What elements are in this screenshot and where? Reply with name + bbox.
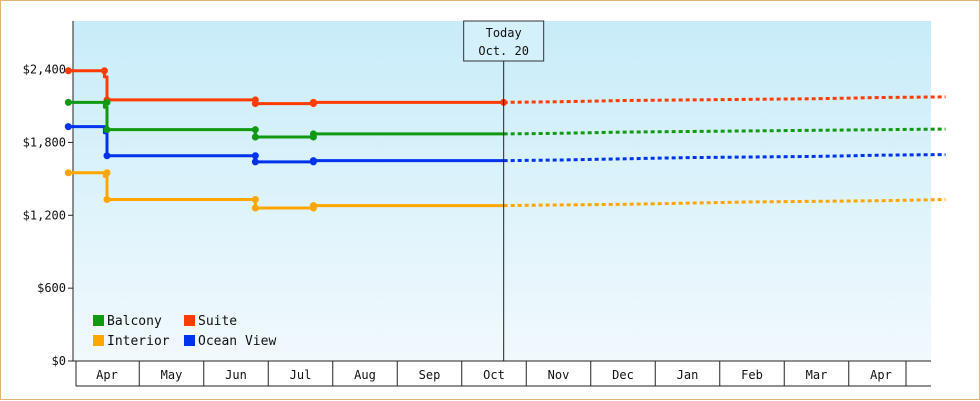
x-tick-label: Jan xyxy=(677,368,699,382)
data-point-interior xyxy=(251,204,259,212)
data-point-ocean-view xyxy=(64,123,72,131)
y-tick-label: $2,400 xyxy=(23,63,66,77)
x-tick-label: Apr xyxy=(96,368,118,382)
data-point-balcony xyxy=(64,98,72,106)
data-point-interior xyxy=(309,202,317,210)
data-point-interior xyxy=(251,196,259,203)
legend-swatch-ocean-view xyxy=(184,335,195,346)
x-tick-label: Nov xyxy=(548,368,570,382)
data-point-suite xyxy=(309,98,317,106)
x-tick-label: Dec xyxy=(612,368,634,382)
y-tick-label: $1,200 xyxy=(23,208,66,222)
data-point-suite xyxy=(100,67,108,75)
legend-swatch-suite xyxy=(184,315,195,326)
today-label-box xyxy=(463,20,545,62)
legend-swatch-balcony xyxy=(93,315,104,326)
data-point-ocean-view xyxy=(103,152,111,160)
plot-background xyxy=(73,21,931,361)
data-point-interior xyxy=(103,196,111,203)
data-point-ocean-view xyxy=(309,157,317,165)
series-forecast-ocean-view xyxy=(503,153,946,163)
data-point-suite xyxy=(64,67,72,75)
legend: Balcony Suite Interior Ocean View xyxy=(93,314,276,349)
series-layer xyxy=(64,67,946,212)
x-tick-label: Oct xyxy=(483,368,505,382)
data-point-balcony xyxy=(251,126,259,134)
data-point-ocean-view xyxy=(251,158,259,166)
legend-swatch-interior xyxy=(93,335,104,346)
data-point-suite xyxy=(251,100,259,108)
today-date-label: Oct. 20 xyxy=(478,44,529,58)
y-tick-label: $1,800 xyxy=(23,135,66,149)
today-marker: Today Oct. 20 xyxy=(463,20,545,361)
x-tick-label: Sep xyxy=(419,368,441,382)
data-point-balcony xyxy=(103,126,111,134)
data-point-ocean-view xyxy=(251,152,259,160)
x-tick-label: Jul xyxy=(290,368,312,382)
x-tick-label: Apr xyxy=(870,368,892,382)
today-label: Today xyxy=(486,26,522,40)
data-point-interior xyxy=(64,169,72,177)
y-axis: $0 $600 $1,200 $1,800 $2,400 xyxy=(23,21,74,368)
x-tick-label: Aug xyxy=(354,368,376,382)
x-tick-label: Jun xyxy=(225,368,247,382)
y-tick-label: $600 xyxy=(37,281,66,295)
x-axis: Apr May Jun Jul Aug Sep Oct Nov Dec Jan Feb Mar Apr xyxy=(73,360,931,387)
legend-label-ocean-view: Ocean View xyxy=(198,334,276,349)
x-tick-label: Mar xyxy=(806,368,828,382)
y-tick-label: $0 xyxy=(52,354,66,368)
data-point-balcony xyxy=(103,98,111,106)
x-tick-label: Feb xyxy=(741,368,763,382)
legend-label-interior: Interior xyxy=(107,334,170,349)
data-point-balcony xyxy=(251,133,259,141)
legend-label-balcony: Balcony xyxy=(107,314,162,329)
series-forecast-interior xyxy=(503,198,946,208)
series-forecast-balcony xyxy=(503,127,946,136)
data-point-balcony xyxy=(309,130,317,138)
legend-label-suite: Suite xyxy=(198,314,237,329)
x-tick-label: May xyxy=(161,368,183,382)
series-forecast-suite xyxy=(503,95,946,104)
data-point-interior xyxy=(103,169,111,177)
